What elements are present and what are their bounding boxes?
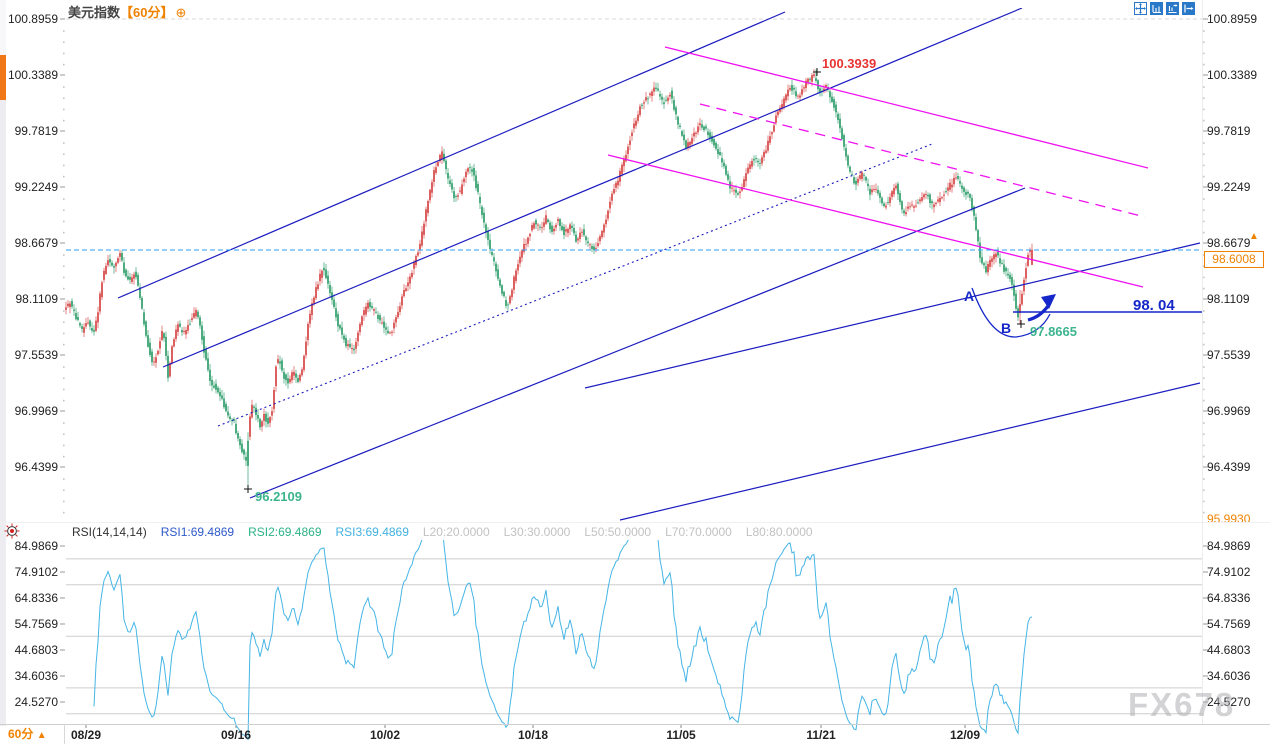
price-axis-label: 100.8959	[1207, 12, 1258, 26]
price-axis-label: 99.2249	[1207, 180, 1251, 194]
price-axis-label: 98.1109	[1207, 292, 1250, 306]
rsi-axis-label: 64.8336	[14, 591, 58, 605]
rsi-axis-label: 74.9102	[14, 565, 58, 579]
rsi-header-item: RSI2:69.4869	[248, 525, 322, 539]
timeframe-tab-label: 60分	[8, 727, 34, 741]
session-low-label: 95.9930	[1207, 512, 1251, 526]
date-axis-label: 09/16	[220, 728, 252, 742]
rsi-axis-label: 34.6036	[1207, 669, 1251, 683]
rsi-axis-label: 44.6803	[14, 643, 58, 657]
rsi-header-item: L50:50.0000	[584, 525, 652, 539]
rsi-header-item: L70:70.0000	[665, 525, 732, 539]
rsi-axis-label: 84.9869	[1207, 539, 1251, 553]
rsi-axis-label: 74.9102	[1207, 565, 1251, 579]
panel-separator	[0, 522, 1270, 523]
price-axis-label: 96.4399	[14, 460, 58, 474]
rsi-header-item: L20:20.0000	[422, 525, 490, 539]
timeframe-tab[interactable]: 60分 ▲	[8, 726, 62, 743]
indicator-target-icon[interactable]	[4, 523, 20, 539]
left-scrollbar[interactable]	[0, 0, 6, 726]
price-axis-label: 96.9969	[1207, 404, 1251, 418]
rsi-indicator-header: RSI(14,14,14) RSI1:69.4869 RSI2:69.4869 RSI…	[72, 525, 827, 539]
price-axis-label: 98.6679	[14, 236, 58, 250]
date-axis-label: 08/29	[70, 728, 102, 742]
tab-separator	[64, 724, 65, 744]
rsi-axis-label: 54.7569	[1207, 617, 1251, 631]
chart-title: 美元指数【60分】 ⊕	[68, 2, 186, 21]
rsi-axis-label: 24.5270	[1207, 695, 1251, 709]
b-low-annotation: 97.8665	[1030, 324, 1077, 339]
rsi-axis-label: 84.9869	[14, 539, 58, 553]
restore-chart-icon[interactable]	[1182, 2, 1195, 15]
pan-icon[interactable]	[1134, 2, 1147, 15]
rsi-axis-label: 34.6036	[14, 669, 58, 683]
expand-icon[interactable]: ⊕	[175, 5, 187, 20]
rsi-header-item: L30:30.0000	[503, 525, 571, 539]
price-axis-label: 97.5539	[1207, 348, 1251, 362]
price-scale-icon[interactable]	[1150, 2, 1163, 15]
time-scale-icon[interactable]	[1166, 2, 1179, 15]
low-annotation: 96.2109	[255, 489, 302, 504]
timeframe-label: 【60分】	[120, 5, 174, 20]
left-scrollbar-track	[0, 0, 6, 55]
price-axis-label: 98.1109	[15, 292, 59, 306]
support-level-label: 98. 04	[1133, 297, 1175, 314]
chart-toolbar	[1134, 2, 1195, 15]
rsi-header-item: RSI1:69.4869	[160, 525, 235, 539]
price-axis-label: 100.3389	[1207, 68, 1258, 82]
date-axis-label: 10/02	[369, 728, 401, 742]
right-axis-separator	[1202, 0, 1203, 724]
rsi-header-item: L80:80.0000	[745, 525, 813, 539]
price-axis-label: 99.7819	[1207, 124, 1251, 138]
price-up-arrow-icon: ▲	[1249, 231, 1259, 242]
rsi-axis-label: 24.5270	[14, 695, 58, 709]
rsi-header-item: RSI3:69.4869	[335, 525, 409, 539]
point-b-label: B	[1001, 320, 1012, 336]
axis-separator	[0, 724, 1270, 725]
rsi-axis-label: 64.8336	[1207, 591, 1251, 605]
price-axis-label: 97.5539	[14, 348, 58, 362]
price-axis-label: 98.6679	[1207, 236, 1251, 250]
date-axis-label: 10/18	[517, 728, 549, 742]
price-axis-label: 100.8959	[7, 12, 58, 26]
current-price-badge: 98.6008	[1204, 251, 1264, 268]
rsi-header-item: RSI(14,14,14)	[72, 525, 147, 539]
left-scrollbar-thumb[interactable]	[0, 55, 6, 100]
timeframe-tab-arrow-icon: ▲	[36, 730, 47, 741]
price-axis-label: 99.2249	[14, 180, 58, 194]
date-axis-label: 12/09	[949, 728, 981, 742]
high-annotation: 100.3939	[822, 56, 877, 71]
price-axis-label: 99.7819	[14, 124, 58, 138]
date-axis-label: 11/05	[666, 728, 696, 742]
price-axis-label: 96.9969	[14, 404, 58, 418]
point-a-label: A	[964, 288, 975, 304]
watermark: FX678	[1128, 686, 1236, 723]
rsi-axis-label: 54.7569	[14, 617, 58, 631]
price-axis-label: 96.4399	[1207, 460, 1251, 474]
price-axis-label: 100.3389	[7, 68, 58, 82]
date-axis-label: 11/21	[806, 728, 836, 742]
rsi-axis-label: 44.6803	[1207, 643, 1251, 657]
instrument-name: 美元指数	[68, 5, 121, 20]
